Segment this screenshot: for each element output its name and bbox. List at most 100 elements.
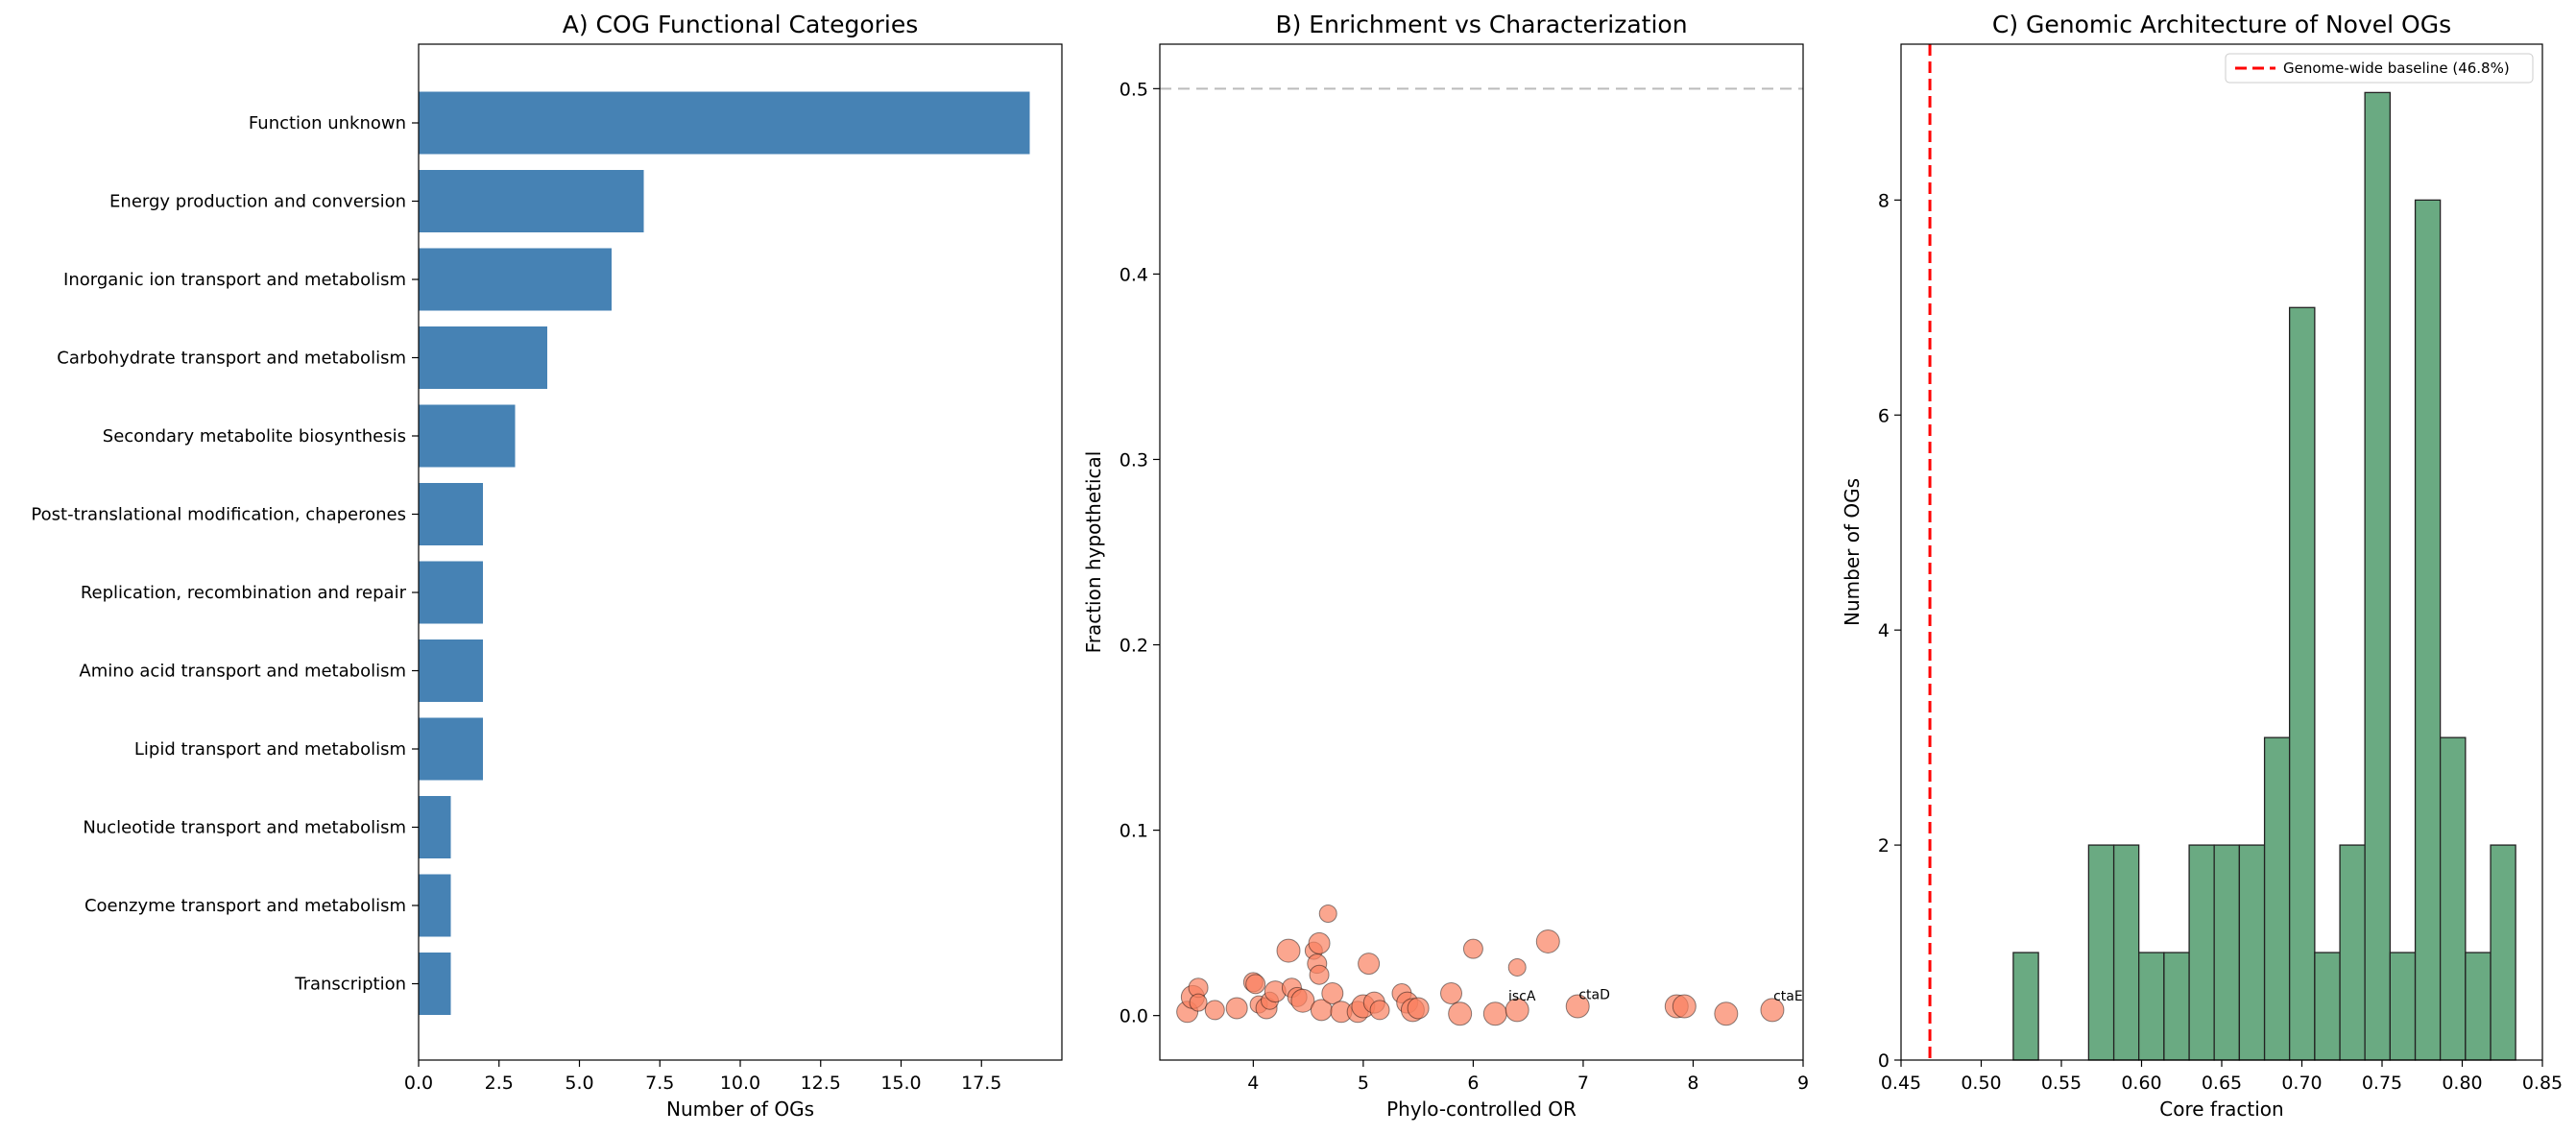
og-point: [1672, 994, 1697, 1019]
category-label: Function unknown: [249, 113, 406, 133]
y-tick-label: 0.5: [1119, 79, 1148, 100]
histogram-bar: [2490, 844, 2516, 1061]
category-label: Replication, recombination and repair: [81, 583, 407, 603]
x-tick-label: 0.55: [2041, 1073, 2082, 1094]
category-label: Inorganic ion transport and metabolism: [63, 270, 406, 290]
cog-bar: [419, 953, 451, 1015]
og-point: [1309, 964, 1330, 985]
og-point: [1407, 997, 1430, 1020]
gene-annotation: ctaE: [1773, 989, 1803, 1004]
histogram-bar: [2414, 199, 2442, 1061]
y-tick-label: 0.4: [1119, 264, 1148, 285]
histogram-bar: [2364, 91, 2392, 1061]
og-point: [1225, 997, 1248, 1020]
x-tick-label: 0.0: [404, 1073, 433, 1094]
cog-bar: [419, 874, 451, 937]
category-label: Post-translational modification, chapero…: [31, 505, 406, 525]
histogram-bar: [2163, 952, 2190, 1061]
x-tick-label: 6: [1467, 1073, 1479, 1094]
category-label: Nucleotide transport and metabolism: [83, 818, 406, 838]
y-tick-label: 0.2: [1119, 636, 1148, 657]
og-point: [1505, 998, 1529, 1023]
histogram-bar: [2439, 736, 2467, 1061]
cog-bar: [419, 326, 547, 389]
histogram-bar: [2087, 844, 2115, 1061]
x-tick-label: 12.5: [801, 1073, 841, 1094]
og-point: [1448, 1001, 1473, 1026]
x-tick-label: 17.5: [961, 1073, 1001, 1094]
x-tick-label: 5: [1358, 1073, 1369, 1094]
og-point: [1760, 998, 1785, 1023]
x-tick-label: 0.70: [2281, 1073, 2322, 1094]
panel-c-x-label: Core fraction: [2159, 1098, 2283, 1121]
cog-bar: [419, 561, 483, 624]
og-point: [1358, 953, 1381, 976]
histogram-bar: [2138, 952, 2165, 1061]
panel-a-title: A) COG Functional Categories: [563, 11, 919, 38]
og-point: [1507, 957, 1527, 977]
histogram-bar: [2389, 952, 2417, 1061]
cog-bar: [419, 796, 451, 858]
og-point: [1369, 1000, 1390, 1021]
histogram-bar: [2188, 844, 2215, 1061]
y-tick-label: 4: [1878, 620, 1890, 641]
panel-b-frame: [1159, 43, 1804, 1061]
y-tick-label: 8: [1878, 190, 1890, 211]
histogram-bar: [2314, 952, 2341, 1061]
gene-annotation: iscA: [1508, 989, 1536, 1004]
legend-label: Genome-wide baseline (46.8%): [2283, 60, 2510, 77]
y-tick-label: 0.3: [1119, 449, 1148, 470]
y-tick-label: 0.1: [1119, 821, 1148, 842]
panel-a-frame: [418, 43, 1063, 1061]
cog-bar: [419, 248, 612, 311]
x-tick-label: 9: [1797, 1073, 1809, 1094]
y-tick-label: 2: [1878, 835, 1890, 857]
og-point: [1245, 974, 1266, 995]
histogram-bar: [2465, 952, 2492, 1061]
x-tick-label: 5.0: [565, 1073, 593, 1094]
panel-a-x-ticks: 0.0 2.5 5.0 7.5 10.0 12.5 15.0 17.5: [404, 1060, 1001, 1094]
category-label: Lipid transport and metabolism: [134, 739, 406, 760]
panel-genomic-architecture: C) Genomic Architecture of Novel OGs 0.4…: [1841, 11, 2563, 1121]
x-tick-label: 4: [1247, 1073, 1259, 1094]
x-tick-label: 7.5: [645, 1073, 674, 1094]
panel-a-x-label: Number of OGs: [666, 1098, 814, 1121]
panel-b-y-label: Fraction hypothetical: [1082, 451, 1105, 654]
panel-b-points: [1176, 904, 1785, 1026]
histogram-bar: [2012, 952, 2039, 1061]
x-tick-label: 0.85: [2522, 1073, 2563, 1094]
x-tick-label: 0.65: [2202, 1073, 2242, 1094]
category-label: Amino acid transport and metabolism: [79, 662, 406, 682]
panel-c-title: C) Genomic Architecture of Novel OGs: [1992, 11, 2451, 38]
category-label: Coenzyme transport and metabolism: [84, 896, 406, 916]
legend-box: [2225, 53, 2534, 84]
cog-bar: [419, 717, 483, 781]
panel-c-histogram-bars: [2012, 91, 2516, 1061]
y-tick-label: 6: [1878, 405, 1890, 426]
panel-a-bars: [419, 91, 1030, 1015]
panel-cog-categories: A) COG Functional Categories Function un…: [31, 11, 1063, 1121]
cog-bar: [419, 404, 516, 468]
og-point: [1482, 1001, 1507, 1026]
histogram-bar: [2238, 844, 2266, 1061]
histogram-bar: [2263, 736, 2291, 1061]
x-tick-label: 8: [1687, 1073, 1698, 1094]
category-label: Secondary metabolite biosynthesis: [103, 426, 406, 446]
histogram-bar: [2288, 306, 2316, 1061]
panel-b-title: B) Enrichment vs Characterization: [1275, 11, 1687, 38]
x-tick-label: 0.80: [2442, 1073, 2482, 1094]
category-label: Energy production and conversion: [109, 192, 406, 212]
cog-bar: [419, 170, 644, 232]
og-point: [1321, 981, 1344, 1004]
panel-b-x-label: Phylo-controlled OR: [1386, 1098, 1577, 1121]
cog-bar: [419, 483, 483, 545]
og-point: [1318, 904, 1337, 923]
x-tick-label: 0.75: [2362, 1073, 2402, 1094]
x-tick-label: 2.5: [485, 1073, 514, 1094]
x-tick-label: 0.50: [1961, 1073, 2001, 1094]
og-point: [1440, 981, 1463, 1004]
panel-b-annotations: iscA ctaD ctaE: [1508, 987, 1803, 1004]
panel-enrichment-scatter: B) Enrichment vs Characterization iscA ct…: [1082, 11, 1809, 1121]
x-tick-label: 0.45: [1881, 1073, 1921, 1094]
